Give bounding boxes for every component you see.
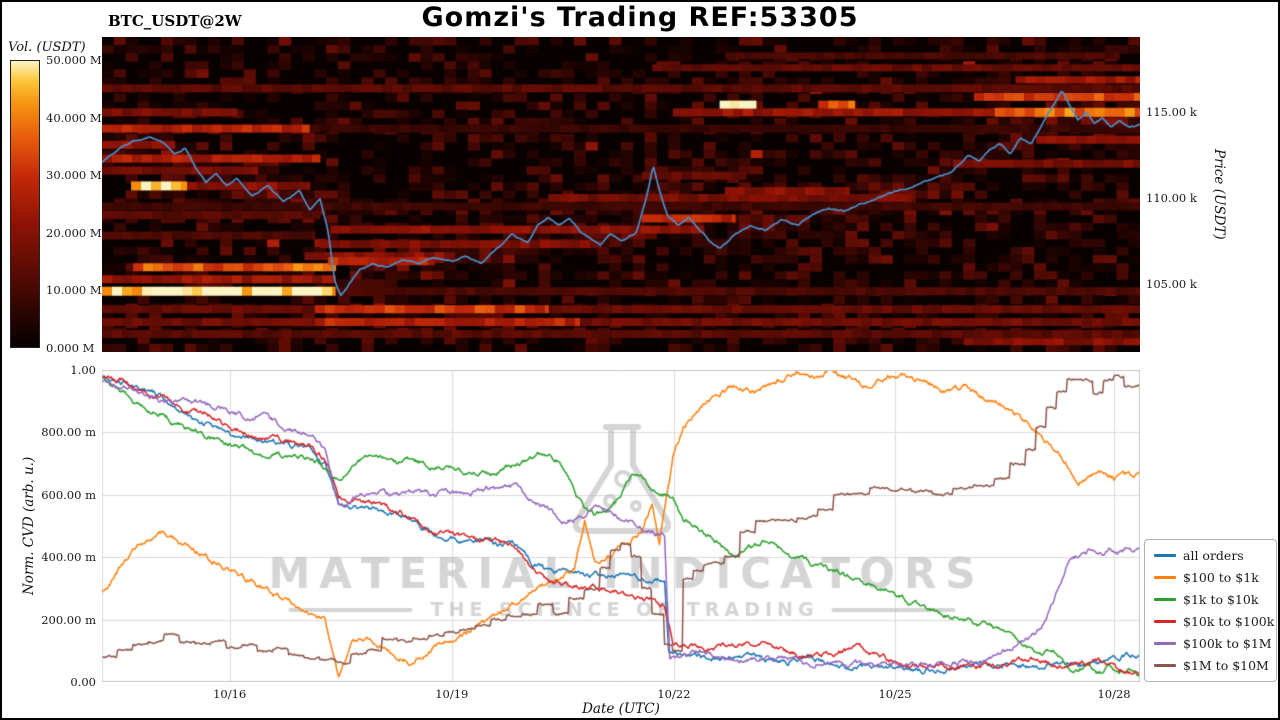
price-tick-label: 105.00 k [1146,276,1197,291]
legend-label: $10k to $100k [1183,614,1275,629]
legend-label: $100k to $1M [1183,636,1272,651]
legend-line-swatch [1154,620,1176,623]
price-tick-label: 110.00 k [1146,190,1197,205]
legend-item: $1k to $10k [1154,592,1267,607]
legend-item: $10k to $100k [1154,614,1274,629]
colorbar-tick-label: 20.000 M [46,225,102,240]
volume-colorbar [10,60,40,348]
cvd-y-tick-label: 200.00 m [41,612,96,627]
legend-item: $100k to $1M [1154,636,1272,651]
cvd-x-tick-label: 10/28 [1097,687,1131,701]
cvd-y-tick-label: 1.00 [70,363,96,377]
legend-label: $1k to $10k [1183,592,1259,607]
cvd-x-axis-label: Date (UTC) [582,701,660,717]
legend-line-swatch [1154,598,1176,601]
colorbar-tick-label: 50.000 M [46,53,102,67]
page-title: Gomzi's Trading REF:53305 [421,2,859,33]
cvd-y-axis-label: Norm. CVD (arb. u.) [21,456,37,596]
legend-label: all orders [1183,548,1244,563]
legend-line-swatch [1154,554,1176,557]
legend-item: $100 to $1k [1154,570,1267,585]
legend-line-swatch [1154,576,1176,579]
cvd-x-tick-label: 10/19 [435,687,469,701]
colorbar-title: Vol. (USDT) [8,40,86,55]
legend-item: all orders [1154,548,1267,563]
volume-heatmap-canvas [102,37,1140,352]
legend-label: $100 to $1k [1183,570,1259,585]
legend-line-swatch [1154,642,1176,645]
colorbar-tick-label: 40.000 M [46,110,102,125]
cvd-x-tick-label: 10/16 [213,687,247,701]
cvd-y-tick-label: 600.00 m [41,487,96,502]
colorbar-tick-label: 10.000 M [46,283,102,298]
colorbar-tick-label: 0.000 M [46,341,95,355]
legend-label: $1M to $10M [1183,658,1269,673]
legend-line-swatch [1154,664,1176,667]
cvd-chart-canvas [102,370,1140,682]
legend-item: $1M to $10M [1154,658,1269,673]
cvd-x-tick-label: 10/25 [878,687,912,701]
price-tick-label: 115.00 k [1146,105,1197,120]
price-axis-label: Price (USDT) [1211,149,1227,240]
colorbar-tick-label: 30.000 M [46,168,102,183]
cvd-x-tick-label: 10/22 [657,687,691,701]
cvd-y-tick-label: 800.00 m [41,425,96,440]
symbol-label: BTC_USDT@2W [108,12,242,30]
cvd-y-tick-label: 0.00 [70,675,96,689]
cvd-y-tick-label: 400.00 m [41,550,96,565]
legend: all orders $100 to $1k $1k to $10k $10k to … [1144,539,1277,682]
